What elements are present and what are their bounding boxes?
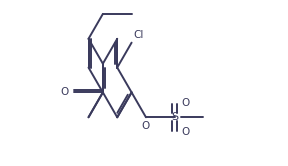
Text: S: S (171, 112, 178, 122)
Text: O: O (182, 98, 190, 108)
Text: Cl: Cl (133, 30, 144, 40)
Text: O: O (182, 127, 190, 137)
Text: O: O (142, 121, 150, 131)
Text: O: O (60, 87, 68, 97)
